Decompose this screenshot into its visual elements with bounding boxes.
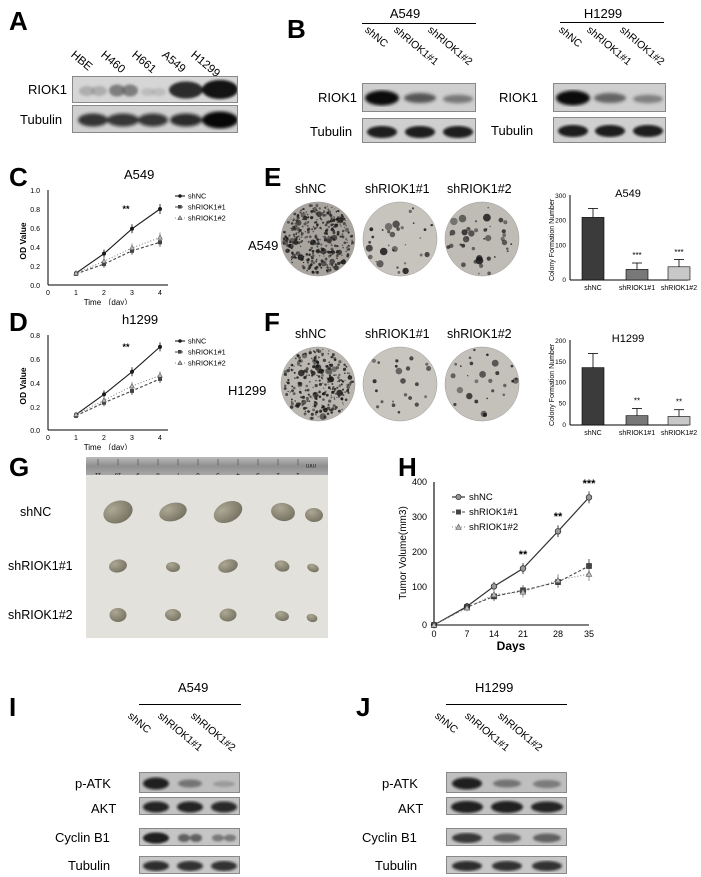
svg-text:0.4: 0.4 (30, 245, 40, 252)
svg-text:shRIOK1#1: shRIOK1#1 (188, 203, 226, 212)
svg-text:0.8: 0.8 (30, 333, 40, 340)
svg-text:**: ** (634, 397, 640, 406)
svg-text:1: 1 (74, 290, 78, 297)
svg-text:Tumor Volume(mm3): Tumor Volume(mm3) (398, 506, 409, 600)
svg-text:***: *** (583, 478, 597, 490)
svg-text:3: 3 (130, 435, 134, 442)
svg-text:150: 150 (555, 359, 566, 366)
svg-text:50: 50 (559, 400, 567, 407)
svg-text:7: 7 (464, 629, 469, 639)
svg-text:0.0: 0.0 (30, 428, 40, 435)
svg-text:shRIOK1#2: shRIOK1#2 (188, 214, 226, 223)
svg-text:4: 4 (158, 290, 162, 297)
svg-text:Days: Days (497, 639, 526, 652)
svg-text:shRIOK1#2: shRIOK1#2 (469, 522, 518, 533)
svg-text:Time （day）: Time （day） (84, 443, 133, 450)
svg-text:***: *** (632, 251, 641, 260)
svg-text:100: 100 (412, 582, 427, 592)
svg-text:shRIOK1#2: shRIOK1#2 (188, 359, 226, 368)
svg-text:shRIOK1#1: shRIOK1#1 (619, 285, 655, 292)
svg-text:14: 14 (489, 629, 499, 639)
svg-text:A549: A549 (615, 188, 641, 200)
svg-text:200: 200 (412, 547, 427, 557)
svg-text:OD Value: OD Value (18, 222, 28, 260)
svg-text:35: 35 (584, 629, 594, 639)
svg-text:0: 0 (562, 277, 566, 284)
svg-text:shNC: shNC (188, 337, 206, 346)
svg-text:0.2: 0.2 (30, 405, 40, 412)
svg-text:shNC: shNC (188, 192, 206, 201)
svg-text:***: *** (674, 248, 683, 257)
svg-text:**: ** (122, 342, 130, 352)
svg-text:21: 21 (518, 629, 528, 639)
svg-text:0.8: 0.8 (30, 207, 40, 214)
svg-text:2: 2 (102, 435, 106, 442)
svg-text:**: ** (554, 511, 563, 523)
svg-text:100: 100 (555, 242, 566, 249)
svg-text:0: 0 (46, 435, 50, 442)
svg-text:H1299: H1299 (612, 333, 644, 345)
svg-text:0.6: 0.6 (30, 357, 40, 364)
svg-text:**: ** (676, 398, 682, 407)
svg-text:shRIOK1#1: shRIOK1#1 (469, 507, 518, 518)
svg-text:0.6: 0.6 (30, 226, 40, 233)
svg-text:Time （day）: Time （day） (84, 298, 133, 305)
svg-text:0.0: 0.0 (30, 283, 40, 290)
svg-text:28: 28 (553, 629, 563, 639)
svg-text:200: 200 (555, 338, 566, 345)
svg-text:3: 3 (130, 290, 134, 297)
svg-text:shRIOK1#1: shRIOK1#1 (188, 348, 226, 357)
svg-text:shRIOK1#2: shRIOK1#2 (661, 285, 697, 292)
svg-text:0: 0 (562, 422, 566, 429)
svg-text:0: 0 (431, 629, 436, 639)
svg-text:**: ** (519, 549, 528, 561)
svg-text:0: 0 (46, 290, 50, 297)
svg-text:0: 0 (422, 620, 427, 630)
svg-text:shRIOK1#1: shRIOK1#1 (619, 430, 655, 437)
svg-text:100: 100 (555, 380, 566, 387)
svg-text:2: 2 (102, 290, 106, 297)
svg-text:400: 400 (412, 477, 427, 487)
svg-text:shRIOK1#2: shRIOK1#2 (661, 430, 697, 437)
svg-text:shNC: shNC (584, 285, 602, 292)
svg-text:1.0: 1.0 (30, 188, 40, 195)
svg-text:shNC: shNC (469, 492, 493, 503)
svg-text:Colony Formation Number: Colony Formation Number (549, 198, 556, 281)
svg-text:0.4: 0.4 (30, 381, 40, 388)
svg-text:300: 300 (412, 512, 427, 522)
svg-text:OD Value: OD Value (18, 367, 28, 405)
svg-text:0.2: 0.2 (30, 264, 40, 271)
svg-text:300: 300 (555, 193, 566, 200)
svg-text:1: 1 (74, 435, 78, 442)
svg-text:mm: mm (306, 462, 316, 468)
svg-text:200: 200 (555, 218, 566, 225)
svg-text:shNC: shNC (584, 430, 602, 437)
svg-text:**: ** (122, 204, 130, 214)
svg-text:4: 4 (158, 435, 162, 442)
svg-text:Colony Formation Number: Colony Formation Number (549, 343, 556, 426)
